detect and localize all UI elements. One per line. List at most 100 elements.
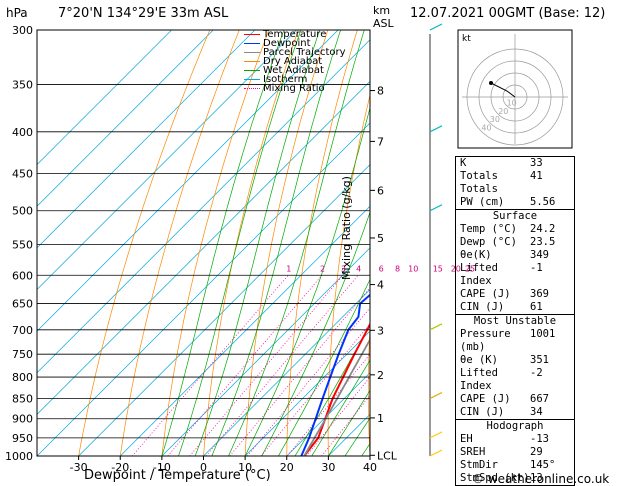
legend-swatch [244,79,260,80]
most-unstable-value: 667 [530,393,549,405]
wet-adiabat-line [311,359,370,456]
wind-barb [429,204,443,212]
x-tick-label: 30 [321,461,335,474]
km-tick-label: 3 [377,324,384,337]
surface-value: 61 [530,301,543,313]
hodograph-title: Hodograph [486,420,544,432]
most-unstable-row: Lifted Index -2 [456,367,574,393]
isotherm-line [37,30,297,290]
legend-label: Dry Adiabat [263,56,323,67]
pressure-tick-label: 650 [12,298,33,311]
hodograph-point [489,81,493,85]
wet-adiabat-line [328,389,370,456]
hodograph-ring-label: 40 [481,124,491,133]
hodograph-ring-label: 20 [498,107,508,116]
hodograph-value: -13 [530,433,549,445]
hodograph-ring-label: 10 [507,98,517,107]
isotherm-line [286,372,370,456]
isotherm-line [120,205,370,456]
wind-barb [429,125,443,133]
surface-row: Dewp (°C) 23.5 [456,236,574,249]
pressure-tick-label: 550 [12,238,33,251]
pressure-tick-label: 850 [12,392,33,405]
hodograph-value: 13 [530,472,543,484]
surface-row: CIN (J) 61 [456,301,574,314]
legend-item: Dry Adiabat [244,56,346,67]
mixing-ratio-line [131,275,289,456]
mixing-ratio-label: 6 [379,264,384,273]
km-tick-label: 1 [377,412,384,425]
legend-swatch [244,70,260,71]
legend-label: Wet Adiabat [263,65,324,76]
surface-value: 24.2 [530,223,556,235]
x-tick-label: 40 [363,461,377,474]
dry-adiabat-line [161,30,270,456]
mixing-ratio-label: 8 [395,264,400,273]
pressure-tick-label: 800 [12,371,33,384]
legend-swatch [244,34,260,35]
x-tick-label: 0 [200,461,207,474]
km-tick-label: 2 [377,369,384,382]
surface-row: θe(K) 349 [456,249,574,262]
index-label: Totals Totals [460,170,498,195]
surface-label: Lifted Index [460,262,498,287]
mixing-ratio-label: 4 [356,264,361,273]
isotherm-line [203,289,370,456]
pressure-tick-label: 900 [12,413,33,426]
hodograph-label: SREH [460,446,486,458]
x-tick-label: 10 [238,461,252,474]
surface-value: 23.5 [530,236,556,248]
wind-barb [429,323,443,331]
most-unstable-row: CIN (J) 34 [456,406,574,419]
surface-row: CAPE (J) 369 [456,288,574,301]
legend-item: Parcel Trajectory [244,48,346,58]
km-tick-label: 4 [377,279,384,292]
km-tick-label: 6 [377,184,384,197]
indices-table: K 33 Totals Totals 41 PW (cm) 5.56 Surface Te… [455,156,575,486]
pressure-tick-label: 950 [12,432,33,445]
hodograph-label: StmDir [460,459,498,471]
most-unstable-value: 1001 [530,328,556,340]
isotherm-line [37,30,214,207]
pressure-tick-label: 350 [12,79,33,92]
legend-label: Temperature [263,29,327,40]
index-label: K [460,157,467,169]
mixing-ratio-label: 15 [433,264,443,273]
wind-barb [429,449,443,457]
legend-item: Wet Adiabat [244,65,346,76]
surface-row: Lifted Index -1 [456,262,574,288]
x-tick-label: -20 [111,461,129,474]
index-label: PW (cm) [460,196,505,208]
dry-adiabat-line [407,30,446,456]
index-value: 41 [530,170,543,182]
most-unstable-value: 34 [530,406,543,418]
index-row: PW (cm) 5.56 [456,196,574,209]
surface-value: 349 [530,249,549,261]
most-unstable-label: Pressure (mb) [460,328,511,353]
pressure-tick-label: 400 [12,126,33,139]
legend-item: Isotherm [244,74,346,85]
surface-label: θe(K) [460,249,492,261]
mixing-ratio-label: 10 [408,264,418,273]
hodograph-ring-label: 30 [490,115,500,124]
mixing-ratio-label: 2 [320,264,325,273]
pressure-tick-label: 1000 [5,450,33,463]
hodograph-trace [490,82,516,98]
isotherm-line [78,164,370,456]
asl-unit-label: ASL [373,17,394,30]
mixing-ratio-label: 1 [286,264,291,273]
most-unstable-value: -2 [530,367,543,379]
surface-section: Surface Temp (°C) 24.2 Dewp (°C) 23.5 θe(K) 3… [456,209,574,314]
most-unstable-label: θe (K) [460,354,498,366]
wet-adiabat-line [294,323,370,456]
x-tick-label: 20 [280,461,294,474]
mixing-ratio-label: 3 [341,264,346,273]
hodograph-label: EH [460,433,473,445]
dry-adiabat-line [585,30,620,456]
pressure-tick-label: 500 [12,205,33,218]
km-tick-label: 5 [377,232,384,245]
mixing-ratio-label: 25 [465,264,475,273]
watermark: © weatheronline.co.uk [472,472,610,486]
legend-label: Isotherm [263,74,308,85]
surface-label: CAPE (J) [460,288,511,300]
